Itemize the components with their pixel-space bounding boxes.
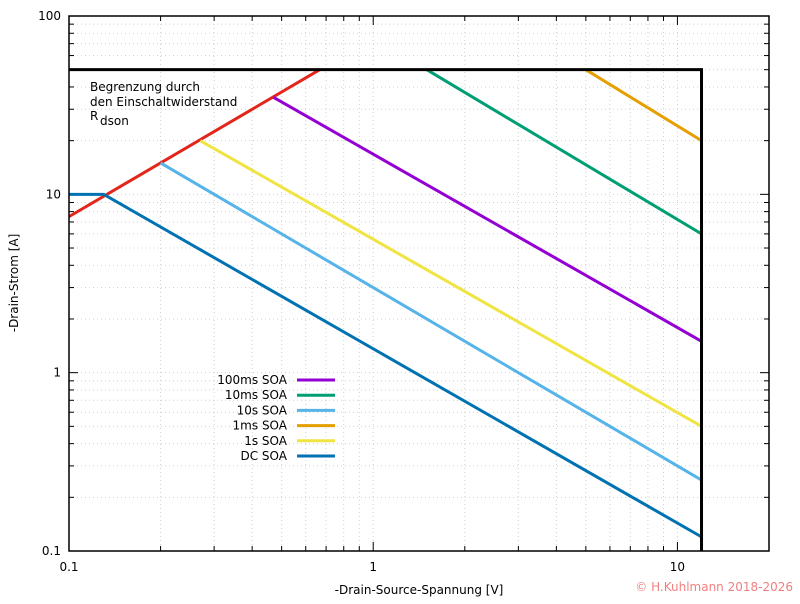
rdson-line (68, 68, 321, 218)
legend-label: 10s SOA (237, 403, 288, 417)
y-axis-label: -Drain-Strom [A] (7, 234, 21, 333)
plot-frame (68, 15, 770, 552)
legend-label: 10ms SOA (225, 388, 288, 402)
x-tick-label: 0.1 (59, 560, 78, 574)
y-tick-label: 10 (46, 187, 61, 201)
annotation: Begrenzung durch den Einschaltwiderstand… (90, 80, 237, 128)
annotation-line-1: Begrenzung durch (90, 80, 200, 94)
y-tick-label: 1 (53, 366, 61, 380)
x-tick-label: 10 (670, 560, 685, 574)
annotation-rdson: R (90, 109, 98, 123)
series-1ms-soa (585, 68, 703, 142)
annotation-line-2: den Einschaltwiderstand (90, 95, 237, 109)
series-100ms-soa (272, 96, 703, 343)
series-1s-soa (199, 139, 703, 428)
legend-label: 100ms SOA (217, 373, 288, 387)
y-tick-label: 100 (38, 9, 61, 23)
series-lines (68, 68, 704, 551)
legend-label: DC SOA (241, 449, 288, 463)
series-10ms-soa (426, 68, 703, 236)
series-dc-soa (69, 192, 703, 539)
series-10s-soa (159, 161, 703, 482)
grid (68, 15, 770, 552)
legend-label: 1ms SOA (233, 419, 288, 433)
y-tick-label: 0.1 (42, 544, 61, 558)
boundary-line (69, 68, 704, 551)
copyright: © H.Kuhlmann 2018-2026 (635, 580, 793, 594)
annotation-rdson-sub: dson (100, 114, 129, 128)
tick-labels: 0.1 1 10 0.1 1 10 100 (38, 9, 685, 574)
legend-label: 1s SOA (244, 434, 288, 448)
x-axis-label: -Drain-Source-Spannung [V] (335, 583, 504, 597)
x-tick-label: 1 (369, 560, 377, 574)
